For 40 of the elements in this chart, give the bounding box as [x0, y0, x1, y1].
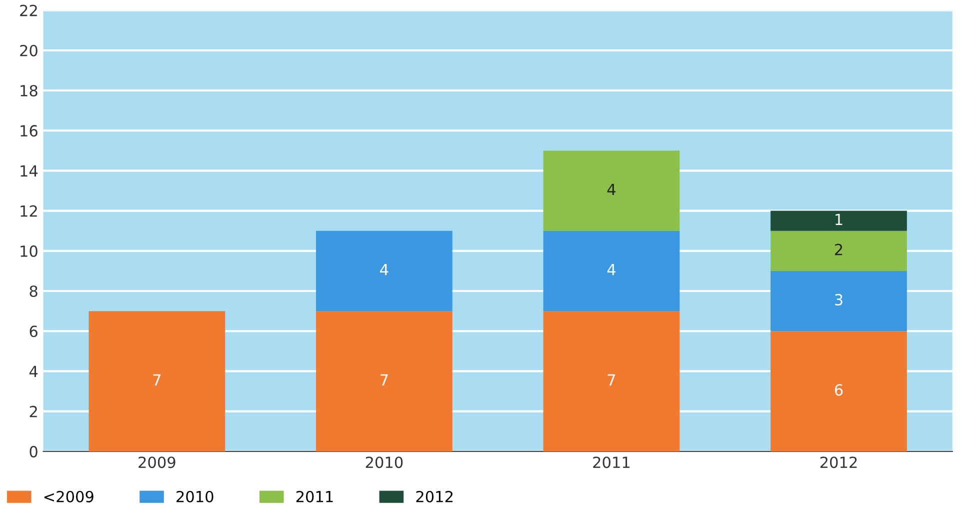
- bar: [543, 230, 680, 312]
- x-tick-label: 2009: [138, 456, 176, 468]
- data-label: 7: [380, 374, 388, 386]
- bar: [770, 210, 907, 231]
- data-label: 4: [607, 264, 616, 276]
- y-tick-label: 2: [30, 406, 37, 418]
- y-tick-label: 0: [30, 446, 38, 458]
- legend-label: <2009: [44, 490, 94, 502]
- data-label: 1: [836, 214, 842, 226]
- bar: [770, 270, 907, 332]
- y-tick-label: 12: [20, 205, 37, 217]
- bar: [316, 311, 452, 452]
- y-tick-label: 16: [20, 125, 38, 137]
- bar: [316, 230, 452, 312]
- y-tick-label: 10: [20, 245, 38, 257]
- x-tick-label: 2010: [366, 456, 403, 468]
- legend-label: 2012: [416, 490, 452, 502]
- data-label: 4: [607, 184, 616, 195]
- y-tick-label: 20: [20, 44, 38, 56]
- x-tick-label: 2011: [593, 456, 630, 468]
- legend-label: 2010: [176, 490, 214, 502]
- data-label: 4: [380, 264, 388, 276]
- data-label: 7: [153, 374, 160, 386]
- bar: [543, 150, 680, 231]
- bar: [88, 311, 226, 452]
- y-tick-label: 14: [20, 165, 38, 176]
- data-label: 6: [834, 384, 843, 396]
- data-label: 3: [835, 294, 842, 306]
- y-tick-label: 8: [30, 285, 38, 298]
- data-label: 7: [608, 374, 616, 386]
- y-tick-label: 22: [20, 4, 37, 16]
- x-tick-label: 2012: [820, 456, 857, 468]
- data-label: 2: [835, 244, 842, 256]
- bar: [770, 230, 907, 271]
- bar: [770, 331, 907, 452]
- y-tick-label: 4: [29, 366, 38, 378]
- y-tick-label: 6: [30, 326, 38, 338]
- y-tick-label: 18: [20, 84, 38, 96]
- bar: [543, 311, 680, 452]
- legend-label: 2011: [296, 490, 333, 502]
